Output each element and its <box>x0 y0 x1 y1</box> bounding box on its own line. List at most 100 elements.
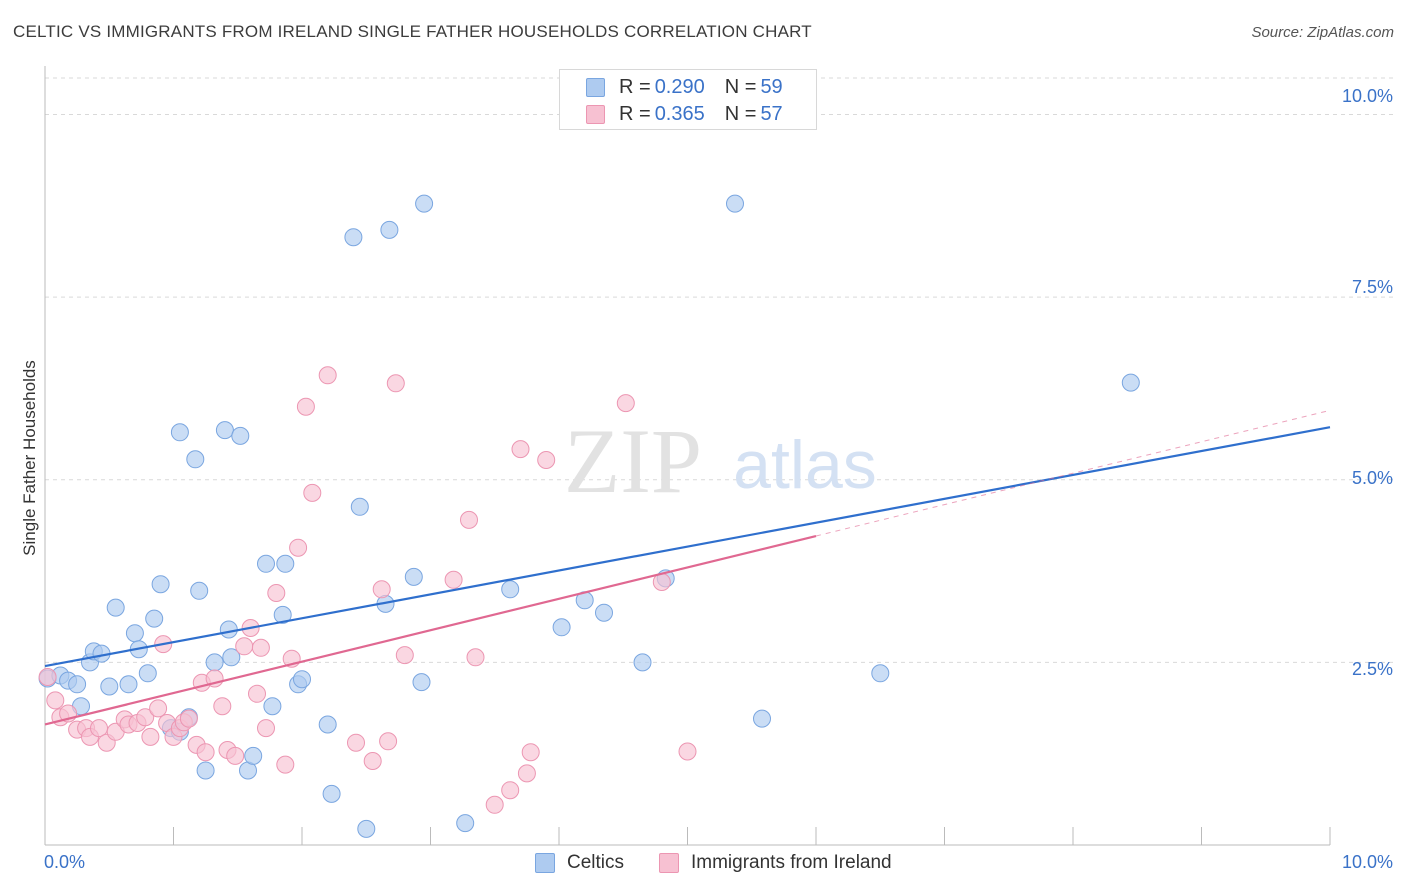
ireland-point <box>196 743 215 762</box>
celtics-point <box>170 423 189 442</box>
ireland-point <box>395 646 414 665</box>
ireland-point <box>38 668 57 686</box>
n-value-ireland: 57 <box>760 102 783 125</box>
celtics-point <box>871 664 890 683</box>
celtics-point <box>244 746 263 765</box>
bottom-legend-ireland: Immigrants from Ireland <box>659 852 892 874</box>
ireland-point <box>485 795 504 814</box>
ireland-point <box>501 781 520 800</box>
celtics-point <box>456 814 475 833</box>
celtics-point <box>753 709 771 728</box>
celtics-point <box>318 715 337 734</box>
celtics-point <box>222 648 241 667</box>
ireland-point <box>511 440 530 459</box>
celtics-legend-label: Celtics <box>567 852 625 873</box>
ireland-point <box>226 746 245 765</box>
r-label: R = <box>619 75 651 98</box>
celtics-point <box>726 194 744 213</box>
legend-row-celtics: R = 0.290 N = 59 <box>586 76 783 98</box>
celtics-point <box>273 605 292 624</box>
celtics-point <box>501 580 520 599</box>
ireland-legend-label: Immigrants from Ireland <box>691 852 892 873</box>
n-label: N = <box>724 102 757 125</box>
ireland-point <box>379 732 398 751</box>
celtics-point <box>257 554 275 573</box>
r-value-celtics: 0.290 <box>654 75 705 98</box>
ireland-point <box>296 397 315 416</box>
source-credit: Source: ZipAtlas.com <box>1251 24 1394 41</box>
ireland-point <box>318 366 337 385</box>
celtics-point <box>215 421 234 440</box>
ireland-point <box>213 697 232 716</box>
ireland-point <box>248 684 266 703</box>
ireland-point <box>616 394 635 413</box>
ireland-point <box>537 451 556 469</box>
celtics-legend-swatch <box>535 853 555 873</box>
celtics-point <box>1121 373 1140 392</box>
data-points <box>38 194 1140 838</box>
ireland-point <box>444 570 463 589</box>
x-tick-label-max: 10.0% <box>1341 852 1393 872</box>
ireland-point <box>46 691 65 710</box>
y-tick-label: 7.5% <box>1351 277 1393 297</box>
celtics-point <box>552 618 571 637</box>
x-tick-label-min: 0.0% <box>44 852 86 872</box>
celtics-point <box>404 567 423 586</box>
celtics-point <box>138 664 157 683</box>
ireland-point <box>257 719 275 738</box>
legend-row-ireland: R = 0.365 N = 57 <box>586 103 783 125</box>
celtics-point <box>145 609 164 628</box>
ireland-trend-line <box>44 534 817 726</box>
celtics-point <box>633 653 652 672</box>
ireland-point <box>267 584 286 602</box>
celtics-point <box>350 497 369 516</box>
celtics-point <box>344 228 363 247</box>
celtics-point <box>196 761 215 780</box>
celtics-point <box>106 598 125 617</box>
celtics-point <box>276 554 295 573</box>
ireland-swatch <box>586 104 605 124</box>
chart-title: CELTIC VS IMMIGRANTS FROM IRELAND SINGLE… <box>13 22 812 41</box>
ireland-trend-extension <box>815 409 1331 537</box>
celtics-point <box>125 624 144 643</box>
watermark: ZIP atlas <box>564 410 877 512</box>
celtics-point <box>412 673 431 692</box>
celtics-point <box>100 677 119 696</box>
watermark-zip: ZIP <box>564 410 702 512</box>
ireland-point <box>276 755 295 774</box>
ireland-point <box>521 743 540 762</box>
ireland-point <box>460 510 478 529</box>
y-tick-label: 5.0% <box>1351 468 1393 488</box>
r-value-ireland: 0.365 <box>654 102 705 125</box>
celtics-point <box>380 220 399 239</box>
ireland-point <box>466 648 485 667</box>
celtics-point <box>322 784 341 803</box>
celtics-point <box>190 581 209 600</box>
ireland-legend-swatch <box>659 853 679 873</box>
gridlines <box>45 77 1395 663</box>
celtics-point <box>219 620 238 639</box>
ireland-point <box>363 752 382 770</box>
ireland-point <box>372 580 391 599</box>
ireland-point <box>678 742 697 761</box>
r-label: R = <box>619 102 651 125</box>
y-tick-label: 2.5% <box>1351 659 1393 679</box>
ireland-point <box>136 708 155 727</box>
celtics-point <box>231 426 250 445</box>
ireland-point <box>289 538 308 557</box>
n-value-celtics: 59 <box>760 75 783 98</box>
celtics-point <box>68 675 87 694</box>
n-label: N = <box>724 75 757 98</box>
celtics-point <box>357 819 376 838</box>
watermark-atlas: atlas <box>733 427 877 503</box>
bottom-legend-celtics: Celtics <box>535 852 624 874</box>
celtics-point <box>205 653 224 672</box>
correlation-legend: R = 0.290 N = 59 R = 0.365 N = 57 <box>559 69 817 130</box>
celtics-point <box>263 697 282 716</box>
celtics-point <box>151 575 170 594</box>
celtics-point <box>119 675 138 694</box>
ireland-point <box>149 699 168 718</box>
ireland-point <box>386 374 405 393</box>
axes <box>44 66 1331 846</box>
